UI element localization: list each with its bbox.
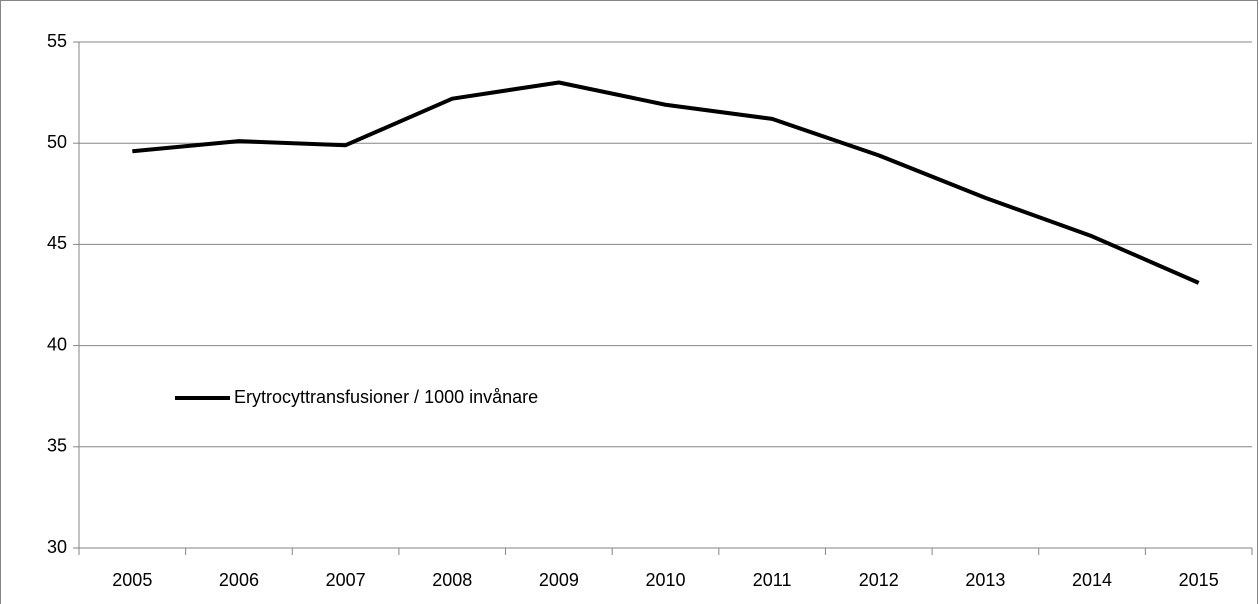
x-tick-label: 2014: [1072, 570, 1112, 590]
x-tick-label: 2011: [753, 570, 792, 590]
y-tick-label: 55: [47, 31, 67, 51]
x-tick-label: 2010: [645, 570, 685, 590]
x-tick-label: 2013: [965, 570, 1005, 590]
y-tick-label: 45: [47, 233, 67, 253]
y-tick-label: 40: [47, 334, 67, 354]
y-tick-label: 30: [47, 537, 67, 557]
x-tick-label: 2012: [859, 570, 899, 590]
legend-label: Erytrocyttransfusioner / 1000 invånare: [234, 387, 538, 407]
y-tick-label: 50: [47, 132, 67, 152]
x-tick-label: 2005: [112, 570, 152, 590]
x-tick-label: 2009: [539, 570, 579, 590]
x-tick-label: 2008: [432, 570, 472, 590]
x-tick-label: 2007: [326, 570, 366, 590]
series-line: [132, 80, 1200, 285]
x-tick-label: 2015: [1179, 570, 1219, 590]
y-tick-label: 35: [47, 436, 67, 456]
x-tick-label: 2006: [219, 570, 259, 590]
